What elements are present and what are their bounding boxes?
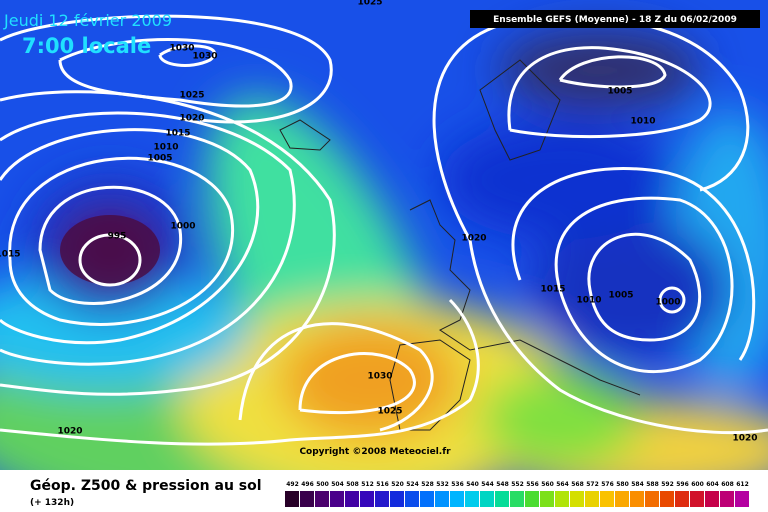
colorbar-label: 520 [391,481,404,488]
colorbar-swatch [585,491,599,507]
colorbar-swatch [330,491,344,507]
colorbar-label: 548 [496,481,509,488]
colorbar-swatch [390,491,404,507]
colorbar-swatch [315,491,329,507]
colorbar-label: 508 [346,481,359,488]
colorbar-swatch [645,491,659,507]
colorbar-label: 524 [406,481,419,488]
colorbar-label: 608 [721,481,734,488]
footer-lead: (+ 132h) [30,498,74,508]
isobar-label: 1015 [0,250,21,260]
colorbar-swatch [375,491,389,507]
colorbar-swatch [705,491,719,507]
colorbar-label: 552 [511,481,524,488]
colorbar-swatch [660,491,674,507]
colorbar-label: 612 [736,481,749,488]
isobar-label: 1030 [367,372,392,382]
colorbar-swatch [675,491,689,507]
isobar-label: 1030 [169,44,194,54]
colorbar-swatch [480,491,494,507]
colorbar-label: 564 [556,481,569,488]
colorbar-label: 512 [361,481,374,488]
model-box [470,10,760,28]
isobar-label: 1020 [179,114,204,124]
colorbar-swatch [495,491,509,507]
colorbar-swatch [420,491,434,507]
isobar-label: 1010 [153,143,178,153]
isobar-label: 1000 [655,298,680,308]
colorbar-label: 532 [436,481,449,488]
colorbar-swatch [345,491,359,507]
isobar-label: 1010 [576,296,601,306]
colorbar-swatch [720,491,734,507]
colorbar-label: 600 [691,481,704,488]
colorbar-label: 500 [316,481,329,488]
colorbar-label: 568 [571,481,584,488]
isobar-label: 1020 [57,427,82,437]
colorbar-swatch [570,491,584,507]
colorbar-label: 584 [631,481,644,488]
colorbar-label: 588 [646,481,659,488]
colorbar-label: 560 [541,481,554,488]
isobar-label: 1005 [147,154,172,164]
isobar-label: 1020 [732,434,757,444]
colorbar-label: 572 [586,481,599,488]
isobar-label: 1015 [540,285,565,295]
colorbar-swatch [405,491,419,507]
colorbar-label: 536 [451,481,464,488]
isobar-label: 1000 [170,222,195,232]
colorbar-label: 544 [481,481,494,488]
isobar-label: 1025 [357,0,382,8]
isobar-label: 1030 [192,52,217,62]
colorbar-label: 576 [601,481,614,488]
colorbar-label: 604 [706,481,719,488]
colorbar-label: 504 [331,481,344,488]
colorbar-swatch [540,491,554,507]
colorbar-swatch [300,491,314,507]
isobar-label: 1005 [608,291,633,301]
isobar-label: 1025 [179,91,204,101]
footer-title: Géop. Z500 & pression au sol [30,478,262,494]
model-info: Ensemble GEFS (Moyenne) - 18 Z du 06/02/… [493,15,737,25]
colorbar-label: 516 [376,481,389,488]
colorbar-swatch [465,491,479,507]
colorbar-label: 596 [676,481,689,488]
isobar-label: 1015 [165,129,190,139]
colorbar-swatch [450,491,464,507]
colorbar-label: 556 [526,481,539,488]
colorbar-label: 492 [286,481,299,488]
colorbar-label: 496 [301,481,314,488]
colorbar-label: 540 [466,481,479,488]
isobar-label: 995 [108,232,127,242]
colorbar-label: 528 [421,481,434,488]
isobar-labels: 1025103010301025102010151010100510009951… [0,0,758,444]
colorbar-swatch [525,491,539,507]
isobar-label: 1005 [607,87,632,97]
isobar-label: 1025 [377,407,402,417]
colorbar-swatch [600,491,614,507]
colorbar: 492 496 500 504 508 512 516 520 524 528 532 536 540 5… [285,481,749,507]
date: Jeudi 12 février 2009 [3,11,172,30]
colorbar-label: 580 [616,481,629,488]
colorbar-label: 592 [661,481,674,488]
colorbar-swatch [735,491,749,507]
colorbar-swatch [285,491,299,507]
colorbar-swatch [690,491,704,507]
colorbar-swatch [435,491,449,507]
colorbar-swatch [630,491,644,507]
colorbar-swatch [360,491,374,507]
colorbar-swatch [555,491,569,507]
isobar-label: 1020 [461,234,486,244]
copyright: Copyright ©2008 Meteociel.fr [299,447,451,457]
isobar-label: 1010 [630,117,655,127]
colorbar-swatch [510,491,524,507]
time: 7:00 locale [22,34,151,58]
colorbar-swatch [615,491,629,507]
